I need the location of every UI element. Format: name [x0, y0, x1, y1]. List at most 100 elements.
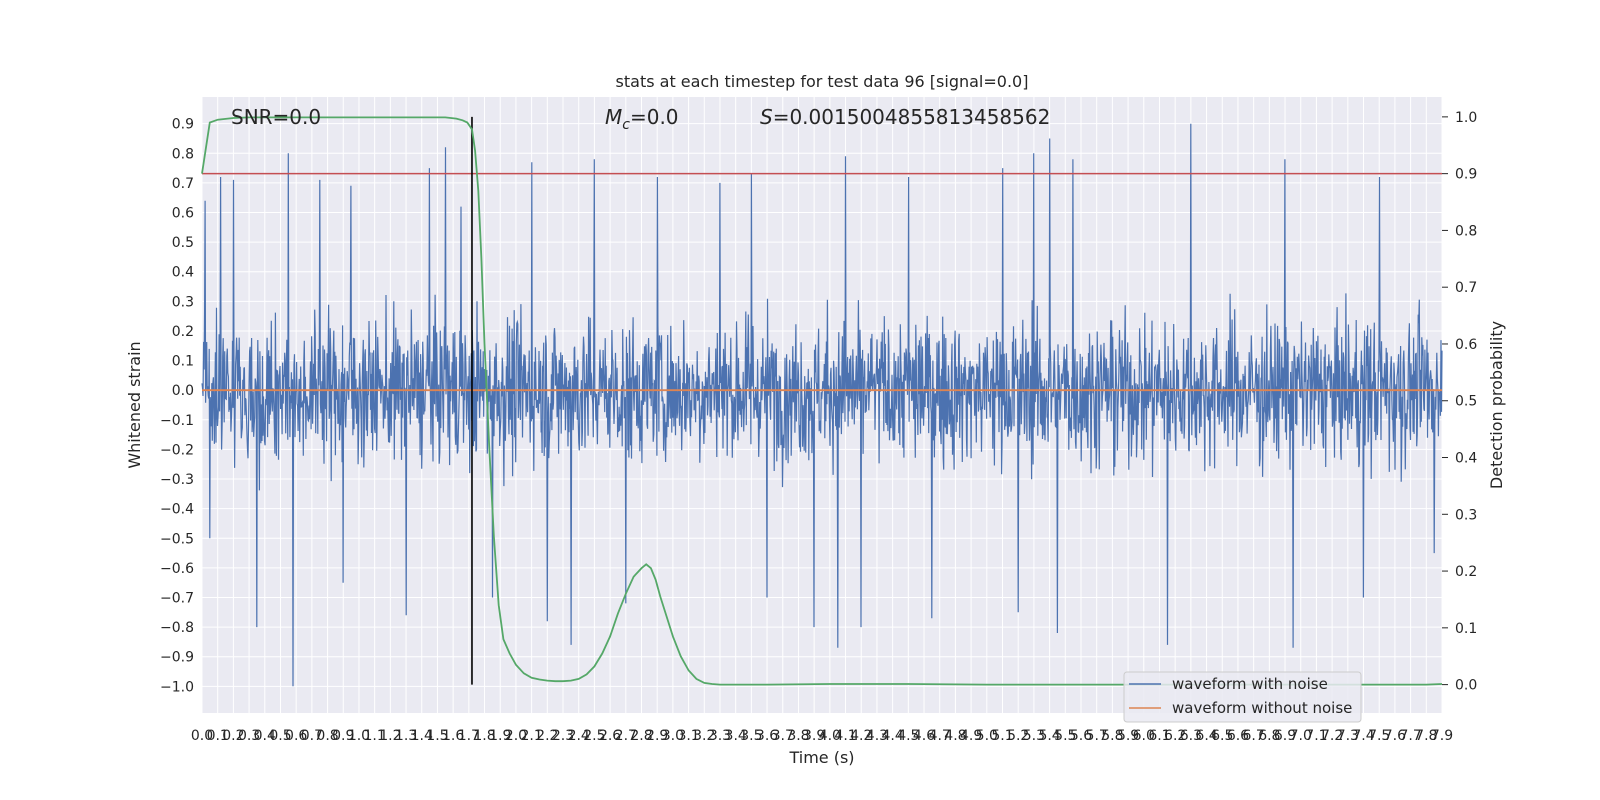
x-tick-label: 4.7 — [929, 728, 951, 744]
x-axis-label: Time (s) — [788, 748, 854, 767]
y-tick-label: 0.2 — [172, 324, 194, 340]
y-tick-label: −0.6 — [160, 561, 194, 577]
x-tick-label: 7.3 — [1337, 728, 1359, 744]
y-tick-label: 0.5 — [172, 235, 194, 251]
y-tick-label: −0.5 — [160, 531, 194, 547]
x-tick-label: 4.8 — [944, 728, 966, 744]
y2-tick-label: 0.6 — [1455, 337, 1477, 353]
x-tick-label: 6.1 — [1148, 728, 1170, 744]
y-axis-label: Whitened strain — [125, 341, 144, 468]
detection-probability-line — [201, 116, 1443, 686]
chirp-mass-annotation: Mc=0.0 — [605, 105, 679, 133]
x-tick-label: 4.1 — [834, 728, 856, 744]
x-tick-label: 1.0 — [348, 728, 370, 744]
x-tick-label: 0.9 — [332, 728, 354, 744]
y2-tick-label: 0.4 — [1455, 451, 1477, 467]
legend-box — [1123, 671, 1362, 723]
x-tick-label: 6.5 — [1211, 728, 1233, 744]
x-tick-label: 7.6 — [1384, 728, 1406, 744]
waveform-with-noise-line — [201, 123, 1443, 687]
x-tick-label: 4.5 — [897, 728, 919, 744]
x-tick-label: 2.5 — [583, 728, 605, 744]
mc-symbol: M — [605, 105, 622, 129]
y2-tick-label: 0.9 — [1455, 167, 1477, 183]
x-tick-label: 6.2 — [1164, 728, 1186, 744]
y-tick-label: 0.3 — [172, 294, 194, 310]
x-tick-label: 7.0 — [1290, 728, 1312, 744]
x-tick-label: 0.8 — [316, 728, 338, 744]
x-tick-label: 5.5 — [1054, 728, 1076, 744]
y-tick-label: −0.3 — [160, 472, 194, 488]
x-tick-label: 7.9 — [1431, 728, 1453, 744]
x-tick-label: 3.0 — [662, 728, 684, 744]
y-tick-label: 0.6 — [172, 206, 194, 222]
y2-tick-label: 0.8 — [1455, 223, 1477, 239]
x-tick-label: 4.2 — [850, 728, 872, 744]
x-tick-label: 7.2 — [1321, 728, 1343, 744]
y-tick-label: 0.7 — [172, 176, 194, 192]
x-tick-label: 5.3 — [1023, 728, 1045, 744]
x-tick-label: 3.8 — [787, 728, 809, 744]
x-tick-label: 1.6 — [442, 728, 464, 744]
x-tick-label: 1.9 — [489, 728, 511, 744]
x-tick-label: 2.7 — [615, 728, 637, 744]
x-tick-label: 2.8 — [630, 728, 652, 744]
x-tick-label: 4.9 — [960, 728, 982, 744]
x-tick-label: 1.7 — [458, 728, 480, 744]
x-tick-label: 3.3 — [709, 728, 731, 744]
y-tick-label: 0.8 — [172, 146, 194, 162]
y-tick-label: −0.8 — [160, 620, 194, 636]
y-tick-label: 0.4 — [172, 265, 194, 281]
x-tick-label: 1.4 — [411, 728, 433, 744]
y-tick-label: −0.9 — [160, 650, 194, 666]
x-tick-label: 2.6 — [599, 728, 621, 744]
x-tick-label: 5.4 — [1038, 728, 1060, 744]
x-tick-label: 3.1 — [677, 728, 699, 744]
x-tick-label: 2.3 — [552, 728, 574, 744]
x-tick-label: 0.6 — [285, 728, 307, 744]
y-tick-label: 0.0 — [172, 383, 194, 399]
x-tick-label: 0.4 — [254, 728, 276, 744]
x-tick-label: 5.1 — [991, 728, 1013, 744]
mc-subscript: c — [622, 117, 630, 133]
y-tick-label: −0.7 — [160, 591, 194, 607]
x-tick-label: 1.2 — [379, 728, 401, 744]
x-tick-label: 3.2 — [693, 728, 715, 744]
x-tick-label: 6.6 — [1227, 728, 1249, 744]
x-tick-label: 3.9 — [803, 728, 825, 744]
x-tick-label: 2.0 — [505, 728, 527, 744]
s-value: =0.0015004855813458562 — [773, 105, 1051, 129]
y2-tick-label: 0.2 — [1455, 564, 1477, 580]
x-tick-label: 1.8 — [473, 728, 495, 744]
waveform-with-noise-series — [201, 123, 1443, 687]
x-tick-labels: 0.00.10.20.30.40.50.60.70.80.91.01.11.21… — [191, 728, 1453, 744]
x-tick-label: 2.1 — [520, 728, 542, 744]
y2-axis-label: Detection probability — [1487, 321, 1506, 489]
snr-annotation: SNR=0.0 — [231, 105, 321, 129]
x-tick-label: 2.2 — [536, 728, 558, 744]
legend-label-noise: waveform with noise — [1172, 675, 1328, 693]
y2-tick-label: 0.1 — [1455, 621, 1477, 637]
x-tick-label: 6.8 — [1258, 728, 1280, 744]
x-tick-label: 6.9 — [1274, 728, 1296, 744]
s-annotation: S=0.0015004855813458562 — [760, 105, 1050, 129]
y-tick-label: 0.1 — [172, 354, 194, 370]
y-tick-label: −0.1 — [160, 413, 194, 429]
detection-probability-series — [201, 116, 1443, 686]
legend-label-clean: waveform without noise — [1172, 699, 1352, 717]
y2-tick-label: 1.0 — [1455, 110, 1477, 126]
x-tick-label: 1.3 — [395, 728, 417, 744]
x-tick-label: 0.3 — [238, 728, 260, 744]
y-tick-label: −0.4 — [160, 502, 194, 518]
x-tick-label: 4.4 — [882, 728, 904, 744]
x-tick-label: 5.2 — [1007, 728, 1029, 744]
x-tick-label: 0.2 — [222, 728, 244, 744]
x-tick-label: 4.0 — [819, 728, 841, 744]
y2-tick-label: 0.5 — [1455, 394, 1477, 410]
y2-tick-label: 0.0 — [1455, 678, 1477, 694]
mc-value: =0.0 — [630, 105, 679, 129]
x-tick-label: 5.9 — [1117, 728, 1139, 744]
x-tick-label: 6.0 — [1133, 728, 1155, 744]
y2-tick-label: 0.7 — [1455, 280, 1477, 296]
